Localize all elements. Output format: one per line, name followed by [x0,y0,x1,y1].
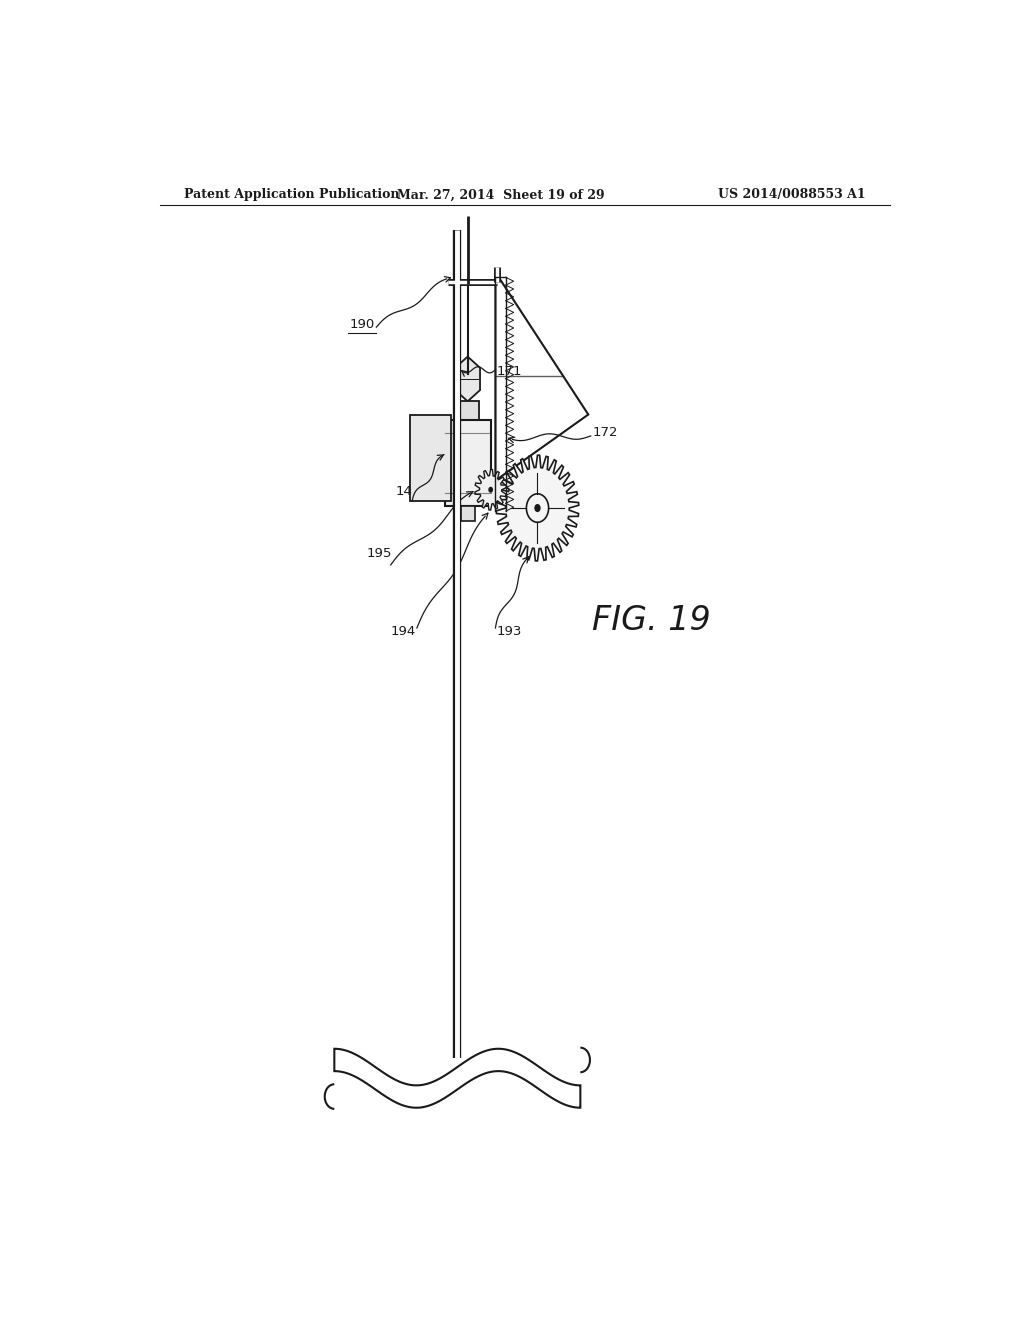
Text: US 2014/0088553 A1: US 2014/0088553 A1 [719,189,866,202]
Text: FIG. 19: FIG. 19 [593,605,711,638]
Polygon shape [410,414,451,500]
Text: 195: 195 [367,546,391,560]
Polygon shape [444,420,490,506]
Text: 193: 193 [497,624,522,638]
Polygon shape [457,401,479,420]
Text: 172: 172 [592,426,617,440]
Polygon shape [456,356,480,401]
Polygon shape [461,506,475,521]
Text: Mar. 27, 2014  Sheet 19 of 29: Mar. 27, 2014 Sheet 19 of 29 [397,189,605,202]
Text: 190: 190 [349,318,375,331]
Circle shape [535,504,541,512]
Text: Patent Application Publication: Patent Application Publication [183,189,399,202]
Text: 194: 194 [391,624,416,638]
Polygon shape [475,470,507,510]
Text: 14: 14 [395,484,413,498]
Text: 171: 171 [497,366,522,379]
Circle shape [488,487,494,492]
Polygon shape [497,455,579,561]
